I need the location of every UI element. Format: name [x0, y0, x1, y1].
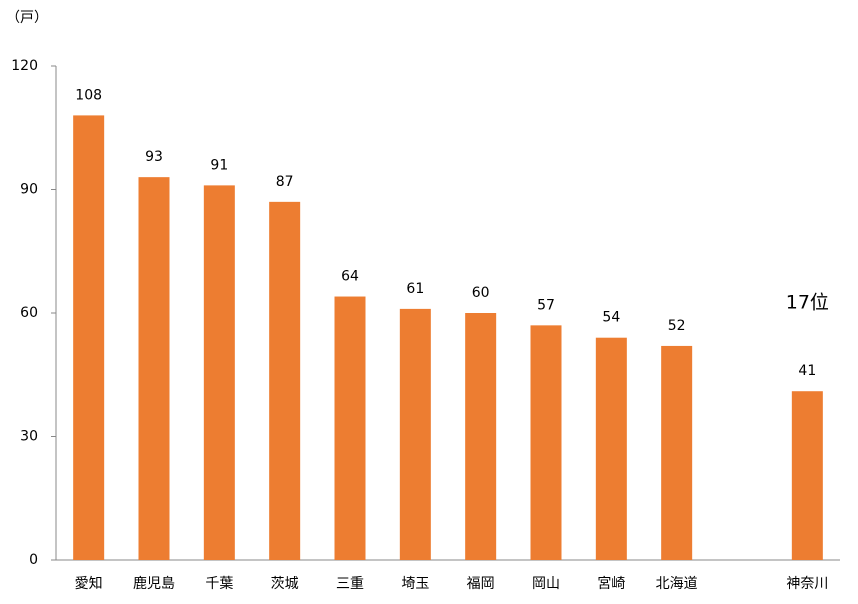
value-label: 93	[145, 149, 163, 165]
bar	[661, 345, 693, 560]
y-tick-label: 60	[20, 305, 38, 321]
value-label: 41	[798, 363, 816, 379]
y-tick-label: 30	[20, 429, 38, 445]
y-tick-label: 90	[20, 182, 38, 198]
bar	[595, 337, 627, 560]
value-label: 91	[210, 157, 228, 173]
x-tick-label: 鹿児島	[133, 575, 175, 592]
bar	[269, 201, 301, 560]
x-tick-label: 茨城	[271, 576, 299, 592]
bar	[73, 115, 105, 561]
bar	[203, 185, 235, 560]
value-label: 64	[341, 269, 359, 285]
x-tick-label: 福岡	[467, 576, 495, 592]
x-tick-label: 神奈川	[786, 576, 828, 592]
x-tick-label: 北海道	[656, 576, 698, 592]
x-tick-label: 埼玉	[401, 576, 429, 592]
value-label: 57	[537, 297, 555, 313]
y-tick-label: 120	[11, 58, 38, 74]
bar	[138, 177, 170, 560]
bar	[465, 313, 497, 560]
value-label: 108	[75, 87, 102, 103]
unit-label: （戸）	[6, 10, 48, 26]
value-label: 87	[276, 174, 294, 190]
annotation: 17位	[786, 292, 829, 314]
x-tick-label: 三重	[336, 576, 364, 592]
bar	[334, 296, 366, 560]
x-tick-label: 宮崎	[597, 576, 625, 592]
x-tick-label: 千葉	[205, 576, 233, 592]
value-label: 54	[602, 310, 620, 326]
y-tick-label: 0	[29, 552, 38, 568]
value-label: 60	[472, 285, 490, 301]
bar	[791, 391, 823, 560]
bar	[530, 325, 562, 560]
bar	[399, 308, 431, 560]
value-label: 61	[406, 281, 424, 297]
value-label: 52	[668, 318, 686, 334]
x-tick-label: 岡山	[532, 576, 560, 592]
x-tick-label: 愛知	[75, 575, 103, 592]
